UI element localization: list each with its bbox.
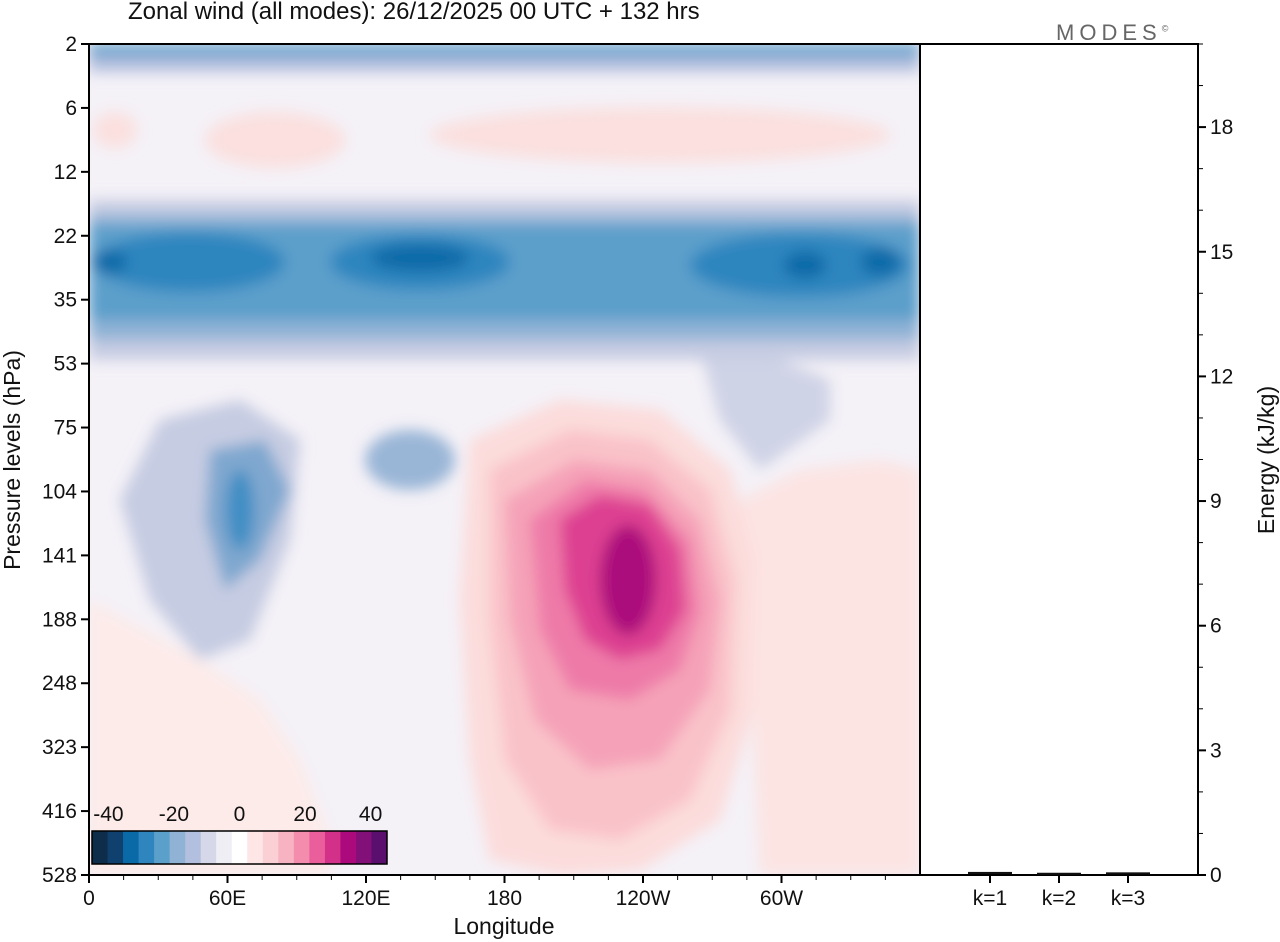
y-tick-label: 323 <box>42 736 77 759</box>
contour-easterly-60e-core <box>226 470 254 550</box>
energy-bars: k=1 k=2 k=3 <box>968 871 1150 910</box>
modes-logo: MODES© <box>1056 20 1169 45</box>
colorbar-tick-label: -20 <box>159 803 189 826</box>
y-tick-label: 35 <box>54 289 77 312</box>
contour-easterly-2hpa-outer <box>89 56 920 72</box>
energy-tick-label: 12 <box>1210 365 1233 388</box>
colorbar: -40 -20 0 20 40 <box>91 803 388 865</box>
contour-easterly-core-30w <box>860 248 900 276</box>
y-tick-label: 104 <box>42 480 77 503</box>
y-tick-label: 528 <box>42 864 77 887</box>
y-tick-label: 75 <box>54 417 77 440</box>
contour-easterly-core-60w <box>783 251 827 279</box>
x-tick-label: 180 <box>487 887 522 910</box>
energy-bar <box>968 871 1012 874</box>
contour-weak-westerly-low <box>89 600 330 875</box>
colorbar-swatch <box>355 831 372 864</box>
contour-easterly-2hpa <box>89 44 920 58</box>
y-axis-label: Pressure levels (hPa) <box>0 350 25 570</box>
colorbar-swatch <box>216 831 233 864</box>
contour-westerly-6hpa-a <box>205 112 345 168</box>
x-tick-label: 60W <box>760 887 803 910</box>
y-tick-label: 2 <box>65 33 77 56</box>
contour-easterly-60w <box>700 350 830 470</box>
contour-easterly-band-core-a <box>95 232 285 292</box>
colorbar-swatch <box>278 831 295 864</box>
chart-title: Zonal wind (all modes): 26/12/2025 00 UT… <box>128 0 700 25</box>
contour-easterly-core-130e <box>370 244 470 272</box>
energy-bar <box>1106 872 1150 875</box>
y-tick-label: 12 <box>54 161 77 184</box>
colorbar-tick-label: 40 <box>359 803 382 826</box>
energy-tick-label: 3 <box>1210 739 1222 762</box>
contour-westerly-6hpa-b <box>430 107 890 163</box>
energy-tick-label: 0 <box>1210 864 1222 887</box>
contour-easterly-130e <box>365 430 455 490</box>
colorbar-swatch <box>123 831 140 864</box>
y-tick-label: 248 <box>42 672 77 695</box>
y-tick-label: 22 <box>54 225 77 248</box>
contour-weak-westerly-east <box>740 460 920 875</box>
y-tick-label: 141 <box>42 544 77 567</box>
energy-tick-label: 6 <box>1210 615 1222 638</box>
energy-axis: 0 3 6 9 12 15 18 <box>1198 43 1233 887</box>
x-tick-label: 120E <box>341 887 390 910</box>
colorbar-swatch <box>324 831 341 864</box>
colorbar-swatch <box>262 831 279 864</box>
energy-tick-label: 18 <box>1210 116 1233 139</box>
colorbar-swatch <box>293 831 310 864</box>
y-tick-label: 188 <box>42 608 77 631</box>
colorbar-swatch <box>154 831 171 864</box>
colorbar-swatch <box>231 831 248 864</box>
colorbar-swatch <box>309 831 326 864</box>
energy-tick-label: 15 <box>1210 241 1233 264</box>
energy-category-label: k=1 <box>973 887 1007 910</box>
colorbar-tick-label: 20 <box>293 803 316 826</box>
colorbar-tick-label: -40 <box>93 803 123 826</box>
colorbar-frame <box>91 830 388 865</box>
colorbar-swatch <box>340 831 357 864</box>
y-tick-label: 416 <box>42 800 77 823</box>
longitude-axis: 0 60E 120E 180 120W 60W <box>83 875 886 910</box>
colorbar-swatch <box>92 831 109 864</box>
energy-category-label: k=2 <box>1042 887 1076 910</box>
energy-tick-label: 9 <box>1210 490 1222 513</box>
colorbar-swatch <box>247 831 264 864</box>
zonal-wind-heatmap <box>89 44 920 875</box>
colorbar-swatch <box>107 831 124 864</box>
pressure-axis: 2 6 12 22 35 53 75 104 141 188 248 323 416 528 <box>42 33 89 887</box>
x-axis-label: Longitude <box>453 913 554 939</box>
colorbar-swatch <box>138 831 155 864</box>
x-tick-label: 60E <box>209 887 246 910</box>
energy-axis-label: Energy (kJ/kg) <box>1253 386 1279 534</box>
colorbar-swatch <box>185 831 202 864</box>
contour-westerly-6hpa-c <box>93 112 137 148</box>
energy-panel-frame <box>919 43 1199 876</box>
x-tick-label: 120W <box>616 887 671 910</box>
colorbar-swatch <box>169 831 186 864</box>
y-tick-label: 53 <box>54 353 77 376</box>
y-tick-label: 6 <box>65 97 77 120</box>
contour-jet-core <box>600 525 656 635</box>
colorbar-tick-label: 0 <box>234 803 246 826</box>
energy-category-label: k=3 <box>1111 887 1145 910</box>
colorbar-swatch <box>200 831 217 864</box>
energy-bar <box>1037 872 1081 875</box>
contour-easterly-core-0e <box>92 250 128 274</box>
x-tick-label: 0 <box>83 887 95 910</box>
colorbar-swatch <box>371 831 388 864</box>
